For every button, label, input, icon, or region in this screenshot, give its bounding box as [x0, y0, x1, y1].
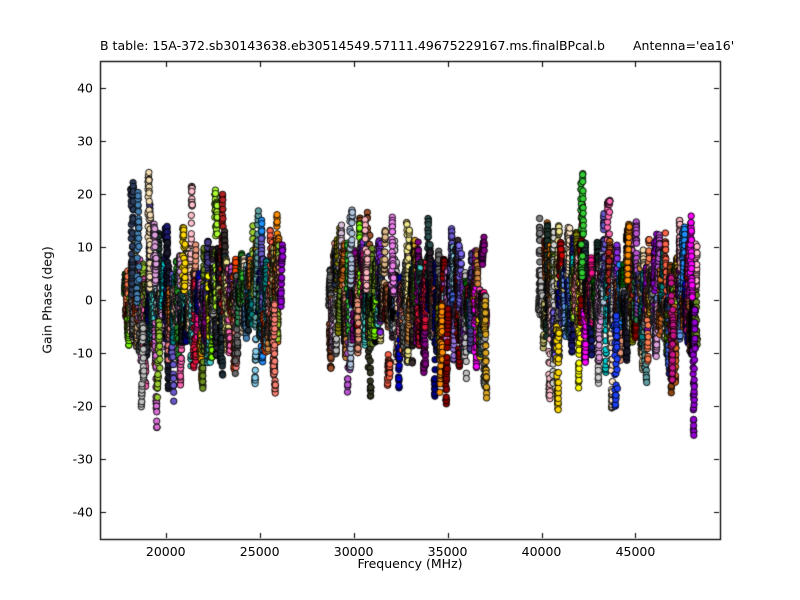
x-tick-label: 40000: [521, 544, 562, 559]
plot-title: B table: 15A-372.sb30143638.eb30514549.5…: [100, 38, 605, 53]
x-tick-label: 35000: [427, 544, 468, 559]
y-tick-label: 20: [77, 186, 93, 202]
y-axis-label: Gain Phase (deg): [39, 246, 55, 354]
x-axis-label: Frequency (MHz): [357, 556, 463, 571]
y-tick-label: 0: [85, 292, 93, 308]
y-tick-label: -20: [72, 398, 93, 414]
y-tick-label: -30: [72, 451, 93, 467]
antenna-label: Antenna='ea16': [633, 38, 735, 53]
y-tick-label: 10: [77, 239, 93, 255]
y-tick-label: -10: [72, 345, 93, 361]
x-tick-label: 45000: [615, 544, 656, 559]
plot-title-row: B table: 15A-372.sb30143638.eb30514549.5…: [100, 38, 734, 53]
y-tick-label: 40: [77, 80, 93, 96]
x-tick-label: 20000: [145, 544, 186, 559]
y-tick-label: 30: [77, 133, 93, 149]
y-tick-label: -40: [72, 504, 93, 520]
x-tick-label: 30000: [333, 544, 374, 559]
x-tick-label: 25000: [239, 544, 280, 559]
